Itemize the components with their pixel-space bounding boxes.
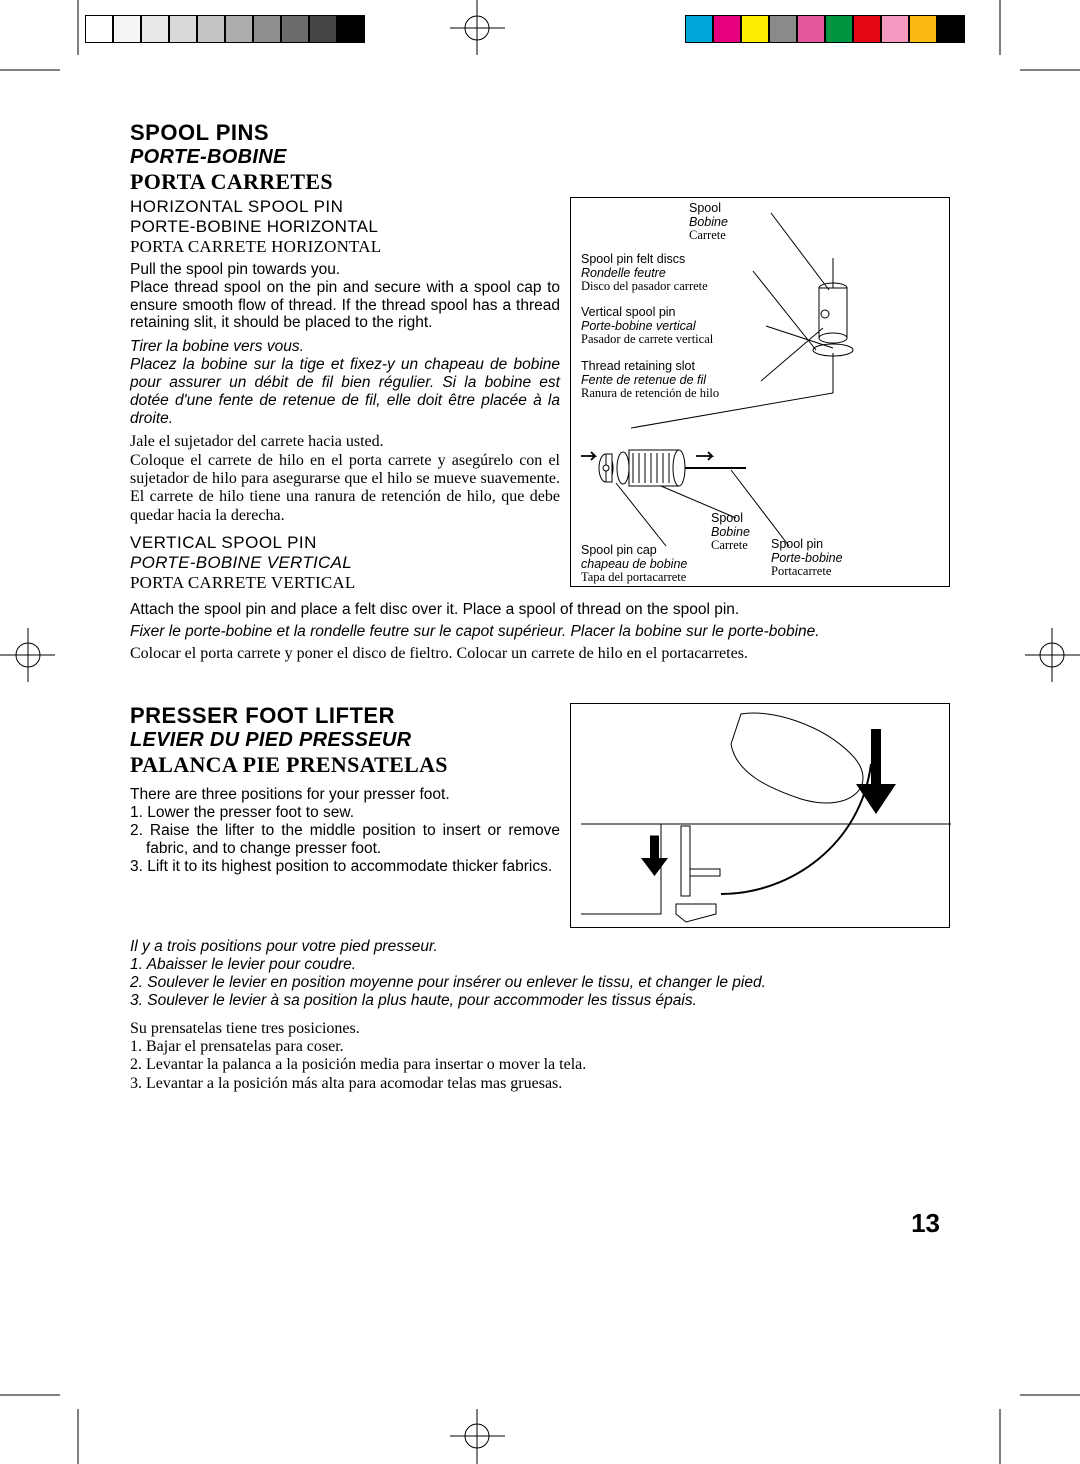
swatch xyxy=(113,15,141,43)
presser-text-fr-3: 3. Soulever le levier à sa position la p… xyxy=(130,992,950,1010)
presser-text-fr-intro: Il y a trois positions pour votre pied p… xyxy=(130,938,950,956)
presser-text-es-intro: Su prensatelas tiene tres posiciones. xyxy=(130,1020,950,1038)
page-content: SPOOL PINS PORTE-BOBINE PORTA CARRETES H… xyxy=(130,120,950,1093)
swatch xyxy=(769,15,797,43)
presser-foot-title-es: PALANCA PIE PRENSATELAS xyxy=(130,752,560,778)
color-colorbar xyxy=(685,15,965,43)
presser-text-fr-2: 2. Soulever le levier en position moyenn… xyxy=(130,974,950,992)
presser-text-en-3: 3. Lift it to its highest position to ac… xyxy=(130,858,560,876)
spool-pins-title-en: SPOOL PINS xyxy=(130,120,950,146)
presser-text-es-2: 2. Levantar la palanca a la posición med… xyxy=(130,1056,950,1074)
label-spool: Spool Bobine Carrete xyxy=(689,202,728,243)
label-felt-disc: Spool pin felt discs Rondelle feutre Dis… xyxy=(581,253,708,294)
swatch xyxy=(825,15,853,43)
swatch xyxy=(197,15,225,43)
vertical-spool-text-en: Attach the spool pin and place a felt di… xyxy=(130,601,950,619)
label-vertical-pin: Vertical spool pin Porte-bobine vertical… xyxy=(581,306,713,347)
swatch xyxy=(281,15,309,43)
swatch xyxy=(141,15,169,43)
presser-foot-illustration xyxy=(571,704,951,929)
presser-text-es-1: 1. Bajar el prensatelas para coser. xyxy=(130,1038,950,1056)
swatch xyxy=(881,15,909,43)
swatch xyxy=(741,15,769,43)
presser-text-es-3: 3. Levantar a la posición más alta para … xyxy=(130,1075,950,1093)
label-thread-slot: Thread retaining slot Fente de retenue d… xyxy=(581,360,719,401)
label-spool-2: Spool Bobine Carrete xyxy=(711,512,750,553)
label-spool-pin: Spool pin Porte-bobine Portacarrete xyxy=(771,538,843,579)
presser-text-fr-1: 1. Abaisser le levier pour coudre. xyxy=(130,956,950,974)
swatch xyxy=(337,15,365,43)
horizontal-spool-text-fr: Tirer la bobine vers vous. Placez la bob… xyxy=(130,338,560,427)
vertical-spool-text-es: Colocar el porta carrete y poner el disc… xyxy=(130,645,950,663)
vertical-spool-text-fr: Fixer le porte-bobine et la rondelle feu… xyxy=(130,623,950,641)
presser-foot-title-en: PRESSER FOOT LIFTER xyxy=(130,703,560,729)
grayscale-colorbar xyxy=(85,15,365,43)
swatch xyxy=(685,15,713,43)
presser-text-en-2: 2. Raise the lifter to the middle positi… xyxy=(130,822,560,858)
swatch xyxy=(225,15,253,43)
spool-pin-diagram: Spool Bobine Carrete Spool pin felt disc… xyxy=(570,197,950,587)
swatch xyxy=(713,15,741,43)
swatch xyxy=(853,15,881,43)
swatch xyxy=(937,15,965,43)
spool-pins-title-es: PORTA CARRETES xyxy=(130,169,950,195)
presser-text-en-1: 1. Lower the presser foot to sew. xyxy=(130,804,560,822)
page-number: 13 xyxy=(911,1208,940,1239)
horizontal-spool-heading-en: HORIZONTAL SPOOL PIN xyxy=(130,197,560,217)
spool-pins-title-fr: PORTE-BOBINE xyxy=(130,146,950,169)
horizontal-spool-text-en: Pull the spool pin towards you. Place th… xyxy=(130,261,560,332)
label-spool-cap: Spool pin cap chapeau de bobine Tapa del… xyxy=(581,544,687,585)
horizontal-spool-text-es: Jale el sujetador del carrete hacia uste… xyxy=(130,433,560,525)
swatch xyxy=(169,15,197,43)
swatch xyxy=(309,15,337,43)
presser-foot-title-fr: LEVIER DU PIED PRESSEUR xyxy=(130,729,560,752)
presser-foot-diagram xyxy=(570,703,950,928)
horizontal-spool-heading-es: PORTA CARRETE HORIZONTAL xyxy=(130,237,560,257)
vertical-spool-heading-es: PORTA CARRETE VERTICAL xyxy=(130,573,560,593)
swatch xyxy=(253,15,281,43)
swatch xyxy=(797,15,825,43)
vertical-spool-heading-fr: PORTE-BOBINE VERTICAL xyxy=(130,553,560,573)
presser-text-en-intro: There are three positions for your press… xyxy=(130,786,560,804)
swatch xyxy=(909,15,937,43)
vertical-spool-heading-en: VERTICAL SPOOL PIN xyxy=(130,533,560,553)
swatch xyxy=(85,15,113,43)
horizontal-spool-heading-fr: PORTE-BOBINE HORIZONTAL xyxy=(130,217,560,237)
